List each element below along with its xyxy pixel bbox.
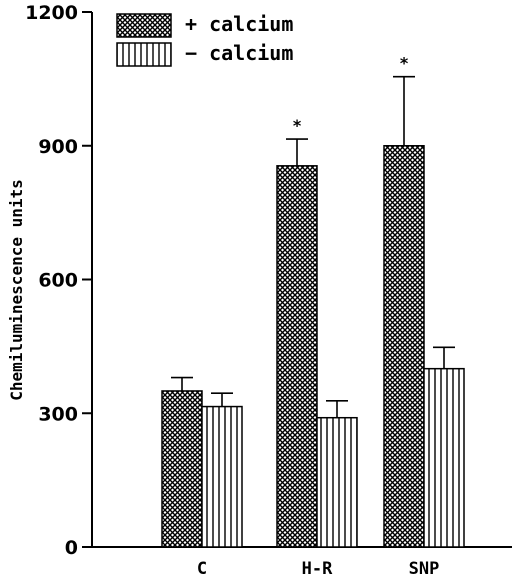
bar-c-minus-calcium [201, 405, 243, 548]
y-tick-label: 900 [38, 136, 78, 158]
significance-marker: * [293, 116, 302, 135]
legend-swatch-minus-calcium [116, 42, 172, 67]
category-label: SNP [409, 559, 440, 578]
bar-h-r-minus-calcium [316, 416, 358, 548]
legend-label-plus-calcium: + calcium [185, 12, 293, 36]
y-ticks: 0 300 600 900 1200 [25, 2, 92, 559]
y-tick-label: 300 [38, 403, 78, 425]
bars [161, 145, 465, 548]
category-label: H-R [302, 559, 333, 578]
y-tick-label: 0 [65, 537, 78, 559]
significance-marker: * [400, 54, 409, 73]
legend: + calcium − calcium [116, 12, 293, 67]
bar-snp-minus-calcium [423, 367, 465, 548]
y-tick-label: 1200 [25, 2, 78, 24]
error-bars [171, 75, 455, 418]
bar-snp-plus-calcium [383, 145, 425, 548]
y-axis-title: Chemiluminescence units [7, 179, 26, 401]
bar-c-plus-calcium [161, 390, 203, 548]
legend-label-minus-calcium: − calcium [185, 41, 293, 65]
bar-h-r-plus-calcium [276, 165, 318, 548]
category-labels: C H-R SNP [197, 559, 439, 578]
legend-swatch-plus-calcium [116, 13, 172, 38]
category-label: C [197, 559, 207, 578]
y-tick-label: 600 [38, 270, 78, 292]
significance-markers: ** [293, 54, 409, 135]
